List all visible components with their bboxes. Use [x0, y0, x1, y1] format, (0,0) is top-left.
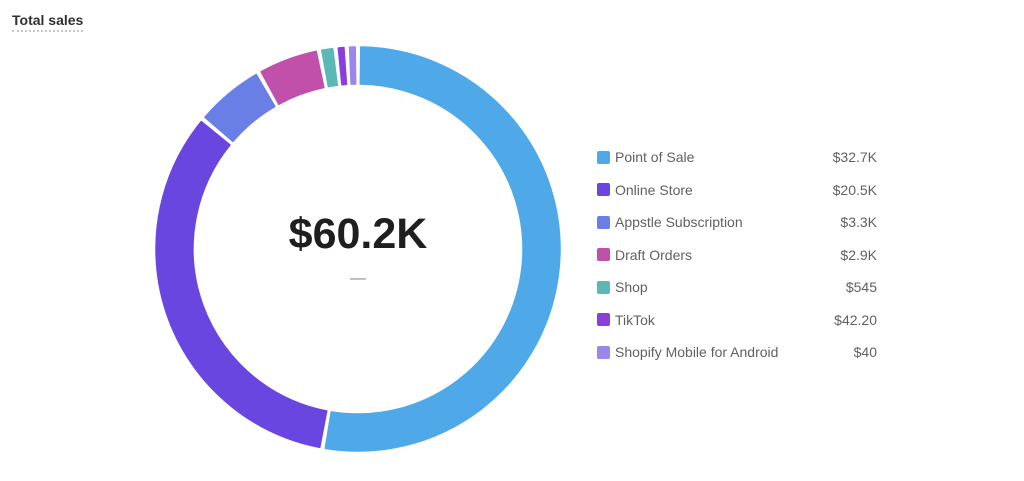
legend-label: Appstle Subscription [615, 214, 743, 231]
legend-swatch [597, 313, 610, 327]
legend-swatch [597, 215, 610, 229]
legend-value: $42.20 [834, 311, 877, 328]
legend-item[interactable]: Appstle Subscription $3.3K [597, 206, 882, 239]
slice-tiktok[interactable] [337, 46, 348, 86]
slice-point-of-sale[interactable] [324, 46, 561, 452]
legend-value: $3.3K [840, 214, 877, 231]
legend-swatch [597, 280, 610, 294]
legend-item[interactable]: Point of Sale $32.7K [597, 141, 882, 174]
legend-value: $40 [853, 344, 877, 361]
total-value: $60.2K [288, 210, 428, 258]
legend-swatch [597, 183, 610, 197]
legend-value: $32.7K [832, 149, 877, 166]
slice-shopify-mobile-for-android[interactable] [348, 46, 357, 85]
legend-value: $545 [845, 279, 877, 296]
slice-online-store[interactable] [155, 120, 328, 449]
legend-item[interactable]: Online Store $20.5K [597, 174, 882, 207]
legend-label: Shopify Mobile for Android [615, 344, 779, 361]
legend-label: Shop [615, 279, 648, 296]
legend-label: Draft Orders [615, 246, 693, 263]
legend-item[interactable]: TikTok $42.20 [597, 304, 882, 337]
legend-item[interactable]: Shopify Mobile for Android $40 [597, 336, 882, 369]
legend-item[interactable]: Draft Orders $2.9K [597, 239, 882, 272]
slice-appstle-subscription[interactable] [204, 73, 276, 143]
chart-title[interactable]: Total sales [12, 12, 84, 32]
legend-swatch [597, 345, 610, 359]
legend-swatch [597, 248, 610, 262]
legend-label: Point of Sale [615, 149, 695, 166]
slice-draft-orders[interactable] [260, 50, 325, 105]
legend-value: $20.5K [832, 181, 877, 198]
comparison-value: — [350, 270, 366, 287]
legend-label: TikTok [615, 311, 655, 328]
legend-swatch [597, 150, 610, 164]
legend-label: Online Store [615, 181, 693, 198]
slice-shop[interactable] [320, 47, 339, 88]
legend: Point of Sale $32.7K Online Store $20.5K App… [597, 141, 882, 369]
legend-item[interactable]: Shop $545 [597, 271, 882, 304]
legend-value: $2.9K [840, 246, 877, 263]
